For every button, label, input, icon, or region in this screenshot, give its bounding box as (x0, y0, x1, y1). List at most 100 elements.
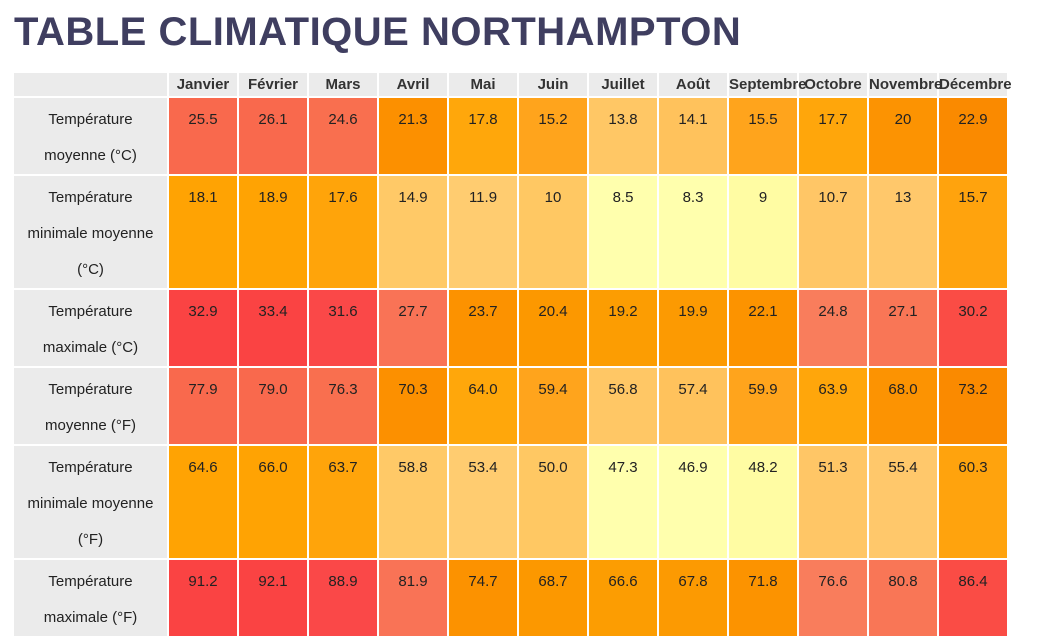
data-cell: 73.2 (939, 368, 1007, 444)
data-cell: 64.0 (449, 368, 517, 444)
data-cell: 15.5 (729, 98, 797, 174)
data-cell: 51.3 (799, 446, 867, 558)
data-cell: 22.1 (729, 290, 797, 366)
month-header: Février (239, 73, 307, 96)
row-label: Température maximale (°F) (14, 560, 167, 636)
data-cell: 13.8 (589, 98, 657, 174)
data-cell: 71.8 (729, 560, 797, 636)
data-cell: 32.9 (169, 290, 237, 366)
table-body: Température moyenne (°C) 25.5 26.1 24.6 21.3… (14, 98, 1007, 638)
data-cell: 66.0 (239, 446, 307, 558)
data-cell: 21.3 (379, 98, 447, 174)
data-cell: 77.9 (169, 368, 237, 444)
data-cell: 22.9 (939, 98, 1007, 174)
data-cell: 63.7 (309, 446, 377, 558)
row-label: Température maximale (°C) (14, 290, 167, 366)
data-cell: 79.0 (239, 368, 307, 444)
month-header: Août (659, 73, 727, 96)
data-cell: 53.4 (449, 446, 517, 558)
data-cell: 10.7 (799, 176, 867, 288)
data-cell: 27.7 (379, 290, 447, 366)
data-cell: 15.2 (519, 98, 587, 174)
month-header: Octobre (799, 73, 867, 96)
data-cell: 10 (519, 176, 587, 288)
data-cell: 17.6 (309, 176, 377, 288)
data-cell: 68.0 (869, 368, 937, 444)
row-label: Température moyenne (°F) (14, 368, 167, 444)
data-cell: 19.9 (659, 290, 727, 366)
month-header: Novembre (869, 73, 942, 96)
page-title: TABLE CLIMATIQUE NORTHAMPTON (14, 10, 742, 54)
data-cell: 15.7 (939, 176, 1007, 288)
month-header: Avril (379, 73, 447, 96)
data-cell: 27.1 (869, 290, 937, 366)
data-cell: 59.9 (729, 368, 797, 444)
table-row: Température minimale moyenne (°C) 18.1 18.… (14, 176, 1007, 288)
data-cell: 8.5 (589, 176, 657, 288)
data-cell: 88.9 (309, 560, 377, 636)
data-cell: 55.4 (869, 446, 937, 558)
table-row: Température moyenne (°F) 77.9 79.0 76.3 70.3… (14, 368, 1007, 444)
month-header: Juin (519, 73, 587, 96)
data-cell: 56.8 (589, 368, 657, 444)
data-cell: 80.8 (869, 560, 937, 636)
data-cell: 24.8 (799, 290, 867, 366)
data-cell: 17.8 (449, 98, 517, 174)
data-cell: 31.6 (309, 290, 377, 366)
month-header: Décembre (939, 73, 1012, 96)
data-cell: 18.1 (169, 176, 237, 288)
month-header: Juillet (589, 73, 657, 96)
data-cell: 46.9 (659, 446, 727, 558)
data-cell: 92.1 (239, 560, 307, 636)
data-cell: 66.6 (589, 560, 657, 636)
data-cell: 63.9 (799, 368, 867, 444)
row-label: Température minimale moyenne (°F) (14, 446, 167, 558)
data-cell: 74.7 (449, 560, 517, 636)
data-cell: 25.5 (169, 98, 237, 174)
data-cell: 17.7 (799, 98, 867, 174)
data-cell: 33.4 (239, 290, 307, 366)
row-label: Température minimale moyenne (°C) (14, 176, 167, 288)
month-header: Mai (449, 73, 517, 96)
data-cell: 68.7 (519, 560, 587, 636)
data-cell: 26.1 (239, 98, 307, 174)
data-cell: 20.4 (519, 290, 587, 366)
data-cell: 30.2 (939, 290, 1007, 366)
table-header: Janvier Février Mars Avril Mai Juin Juillet Aoû… (14, 73, 1012, 96)
table-row: Température moyenne (°C) 25.5 26.1 24.6 21.3… (14, 98, 1007, 174)
data-cell: 70.3 (379, 368, 447, 444)
data-cell: 50.0 (519, 446, 587, 558)
data-cell: 8.3 (659, 176, 727, 288)
data-cell: 86.4 (939, 560, 1007, 636)
header-row: Janvier Février Mars Avril Mai Juin Juillet Aoû… (14, 73, 1012, 96)
data-cell: 24.6 (309, 98, 377, 174)
data-cell: 13 (869, 176, 937, 288)
month-header: Mars (309, 73, 377, 96)
data-cell: 59.4 (519, 368, 587, 444)
month-header: Janvier (169, 73, 237, 96)
row-label: Température moyenne (°C) (14, 98, 167, 174)
data-cell: 9 (729, 176, 797, 288)
data-cell: 58.8 (379, 446, 447, 558)
climate-page: TABLE CLIMATIQUE NORTHAMPTON Janvier Févr… (0, 10, 1037, 638)
month-header: Septembre (729, 73, 807, 96)
data-cell: 18.9 (239, 176, 307, 288)
data-cell: 14.1 (659, 98, 727, 174)
climate-table: Janvier Février Mars Avril Mai Juin Juillet Aoû… (12, 71, 1012, 638)
data-cell: 60.3 (939, 446, 1007, 558)
table-row: Température maximale (°F) 91.2 92.1 88.9 81.… (14, 560, 1007, 636)
data-cell: 19.2 (589, 290, 657, 366)
table-row: Température maximale (°C) 32.9 33.4 31.6 27.… (14, 290, 1007, 366)
data-cell: 81.9 (379, 560, 447, 636)
table-row: Température minimale moyenne (°F) 64.6 66.… (14, 446, 1007, 558)
data-cell: 91.2 (169, 560, 237, 636)
data-cell: 11.9 (449, 176, 517, 288)
data-cell: 47.3 (589, 446, 657, 558)
data-cell: 57.4 (659, 368, 727, 444)
data-cell: 64.6 (169, 446, 237, 558)
data-cell: 48.2 (729, 446, 797, 558)
corner-cell (14, 73, 167, 96)
data-cell: 67.8 (659, 560, 727, 636)
data-cell: 76.6 (799, 560, 867, 636)
data-cell: 20 (869, 98, 937, 174)
